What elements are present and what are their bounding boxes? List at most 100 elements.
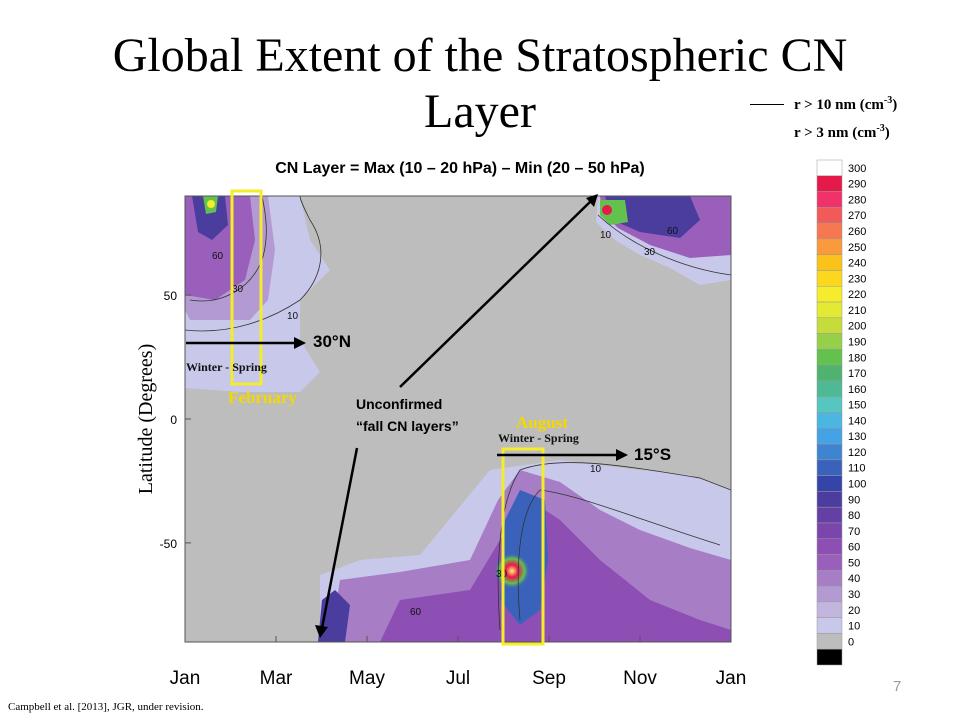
- colorbar-label: 280: [848, 194, 866, 206]
- contour-label: 30: [232, 284, 244, 295]
- colorbar-swatch: [816, 270, 843, 287]
- contour-label: 60: [667, 226, 679, 237]
- sh-layer-60: [380, 500, 731, 642]
- colorbar-swatch: [816, 475, 843, 492]
- colorbar-label: 300: [848, 163, 866, 175]
- colorbar-swatch: [816, 333, 843, 350]
- fall-arrow-down: [320, 447, 359, 629]
- colorbar-label: 120: [848, 447, 866, 459]
- nh-fall-hot: [602, 205, 612, 215]
- fall-layers-label: “fall CN layers”: [356, 418, 459, 434]
- colorbar-swatch: [816, 633, 843, 650]
- page-number: 7: [893, 678, 902, 695]
- colorbar-label: 70: [848, 526, 860, 538]
- contour-label: 10: [287, 311, 299, 322]
- august-box: [501, 447, 545, 646]
- colorbar-label: 200: [848, 321, 866, 333]
- colorbar-label: 80: [848, 510, 860, 522]
- colorbar-swatch: [816, 380, 843, 397]
- colorbar-label: 50: [848, 557, 860, 569]
- contour-label: 60: [212, 251, 224, 262]
- colorbar-swatch: [816, 364, 843, 382]
- legend-line-swatch: [750, 104, 784, 105]
- x-axis-ticks: Jan Mar May Jul Sep Nov Jan: [170, 636, 747, 689]
- x-tick-label: Jan: [716, 668, 747, 689]
- colorbar-label: 240: [848, 258, 866, 270]
- colorbar-label: 0: [848, 636, 854, 648]
- nh-fall-core: [605, 196, 700, 238]
- sh-season-label: Winter - Spring: [498, 431, 579, 445]
- legend-label-3nm: r > 3 nm (cm-3): [794, 123, 890, 141]
- x-tick-label: Nov: [623, 668, 657, 689]
- colorbar-swatch: [816, 301, 843, 319]
- colorbar-label: 10: [848, 621, 860, 633]
- y-axis-ticks: 50 0 -50: [160, 289, 191, 551]
- colorbar-label: 170: [848, 368, 866, 380]
- citation: Campbell et al. [2013], JGR, under revis…: [8, 701, 204, 713]
- colorbar-swatch: [816, 506, 843, 524]
- colorbar-label: 60: [848, 542, 860, 554]
- heatmap-field: [185, 196, 731, 642]
- colorbar-swatch: [816, 617, 843, 634]
- contour-line: [185, 196, 322, 332]
- contour-label: 60: [410, 607, 422, 618]
- y-axis-label: Latitude (Degrees): [135, 344, 157, 494]
- colorbar-label: 140: [848, 415, 866, 427]
- february-box: [230, 189, 263, 386]
- colorbar-label: 90: [848, 494, 860, 506]
- colorbar-swatch: [816, 191, 843, 208]
- colorbar-swatch: [816, 443, 843, 461]
- colorbar-swatch: [816, 396, 843, 413]
- august-label: August: [516, 413, 568, 432]
- colorbar-swatch: [816, 286, 843, 303]
- colorbar-swatch: [816, 159, 843, 177]
- colorbar-swatch: [816, 317, 843, 334]
- colorbar-label: 30: [848, 589, 860, 601]
- x-tick-label: Sep: [532, 668, 566, 689]
- colorbar-swatch: [816, 412, 843, 429]
- colorbar-swatch: [816, 207, 843, 224]
- colorbar-label: 180: [848, 352, 866, 364]
- colorbar-swatch: [816, 175, 843, 192]
- sh-core-blue: [500, 490, 548, 625]
- contour-line: [597, 214, 731, 276]
- colorbar-swatch: [816, 459, 843, 476]
- colorbar-label: 40: [848, 573, 860, 585]
- colorbar: 3002902802702602502402302202102001901801…: [816, 159, 866, 666]
- colorbar-label: 260: [848, 226, 866, 238]
- fall-arrow-up-head: [586, 194, 598, 207]
- colorbar-label: 160: [848, 384, 866, 396]
- fall-arrow-up: [399, 199, 593, 388]
- colorbar-swatch: [816, 538, 843, 555]
- colorbar-label: 230: [848, 273, 866, 285]
- x-tick-label: Jul: [446, 668, 470, 689]
- nh-core-hot: [207, 200, 215, 208]
- colorbar-swatch: [816, 491, 843, 508]
- y-tick-label: 50: [164, 289, 178, 303]
- contour-line: [497, 462, 731, 631]
- colorbar-label: 250: [848, 242, 866, 254]
- contour-label: 10: [590, 464, 602, 475]
- slide-title: Global Extent of the Stratospheric CN La…: [30, 28, 930, 140]
- colorbar-label: 150: [848, 400, 866, 412]
- colorbar-swatch: [816, 349, 843, 366]
- colorbar-swatch: [816, 254, 843, 271]
- colorbar-swatch: [816, 522, 843, 539]
- x-tick-label: Mar: [260, 668, 293, 689]
- unconfirmed-label: Unconfirmed: [356, 396, 442, 412]
- colorbar-label: 190: [848, 336, 866, 348]
- x-tick-label: Jan: [170, 668, 201, 689]
- february-label: February: [228, 388, 297, 407]
- colorbar-swatch: [816, 601, 843, 618]
- slide-title-line2: Layer: [424, 85, 536, 138]
- contour-label: 10: [600, 230, 612, 241]
- nh-core: [192, 196, 228, 240]
- x-tick-label: May: [349, 668, 385, 689]
- contour-label: 30: [644, 247, 656, 258]
- nh-season-label: Winter - Spring: [186, 360, 267, 374]
- colorbar-swatch: [816, 428, 843, 445]
- colorbar-label: 270: [848, 210, 866, 222]
- y-tick-label: 0: [170, 413, 177, 427]
- fall-arrow-down-head: [315, 625, 328, 638]
- y-tick-label: -50: [160, 537, 178, 551]
